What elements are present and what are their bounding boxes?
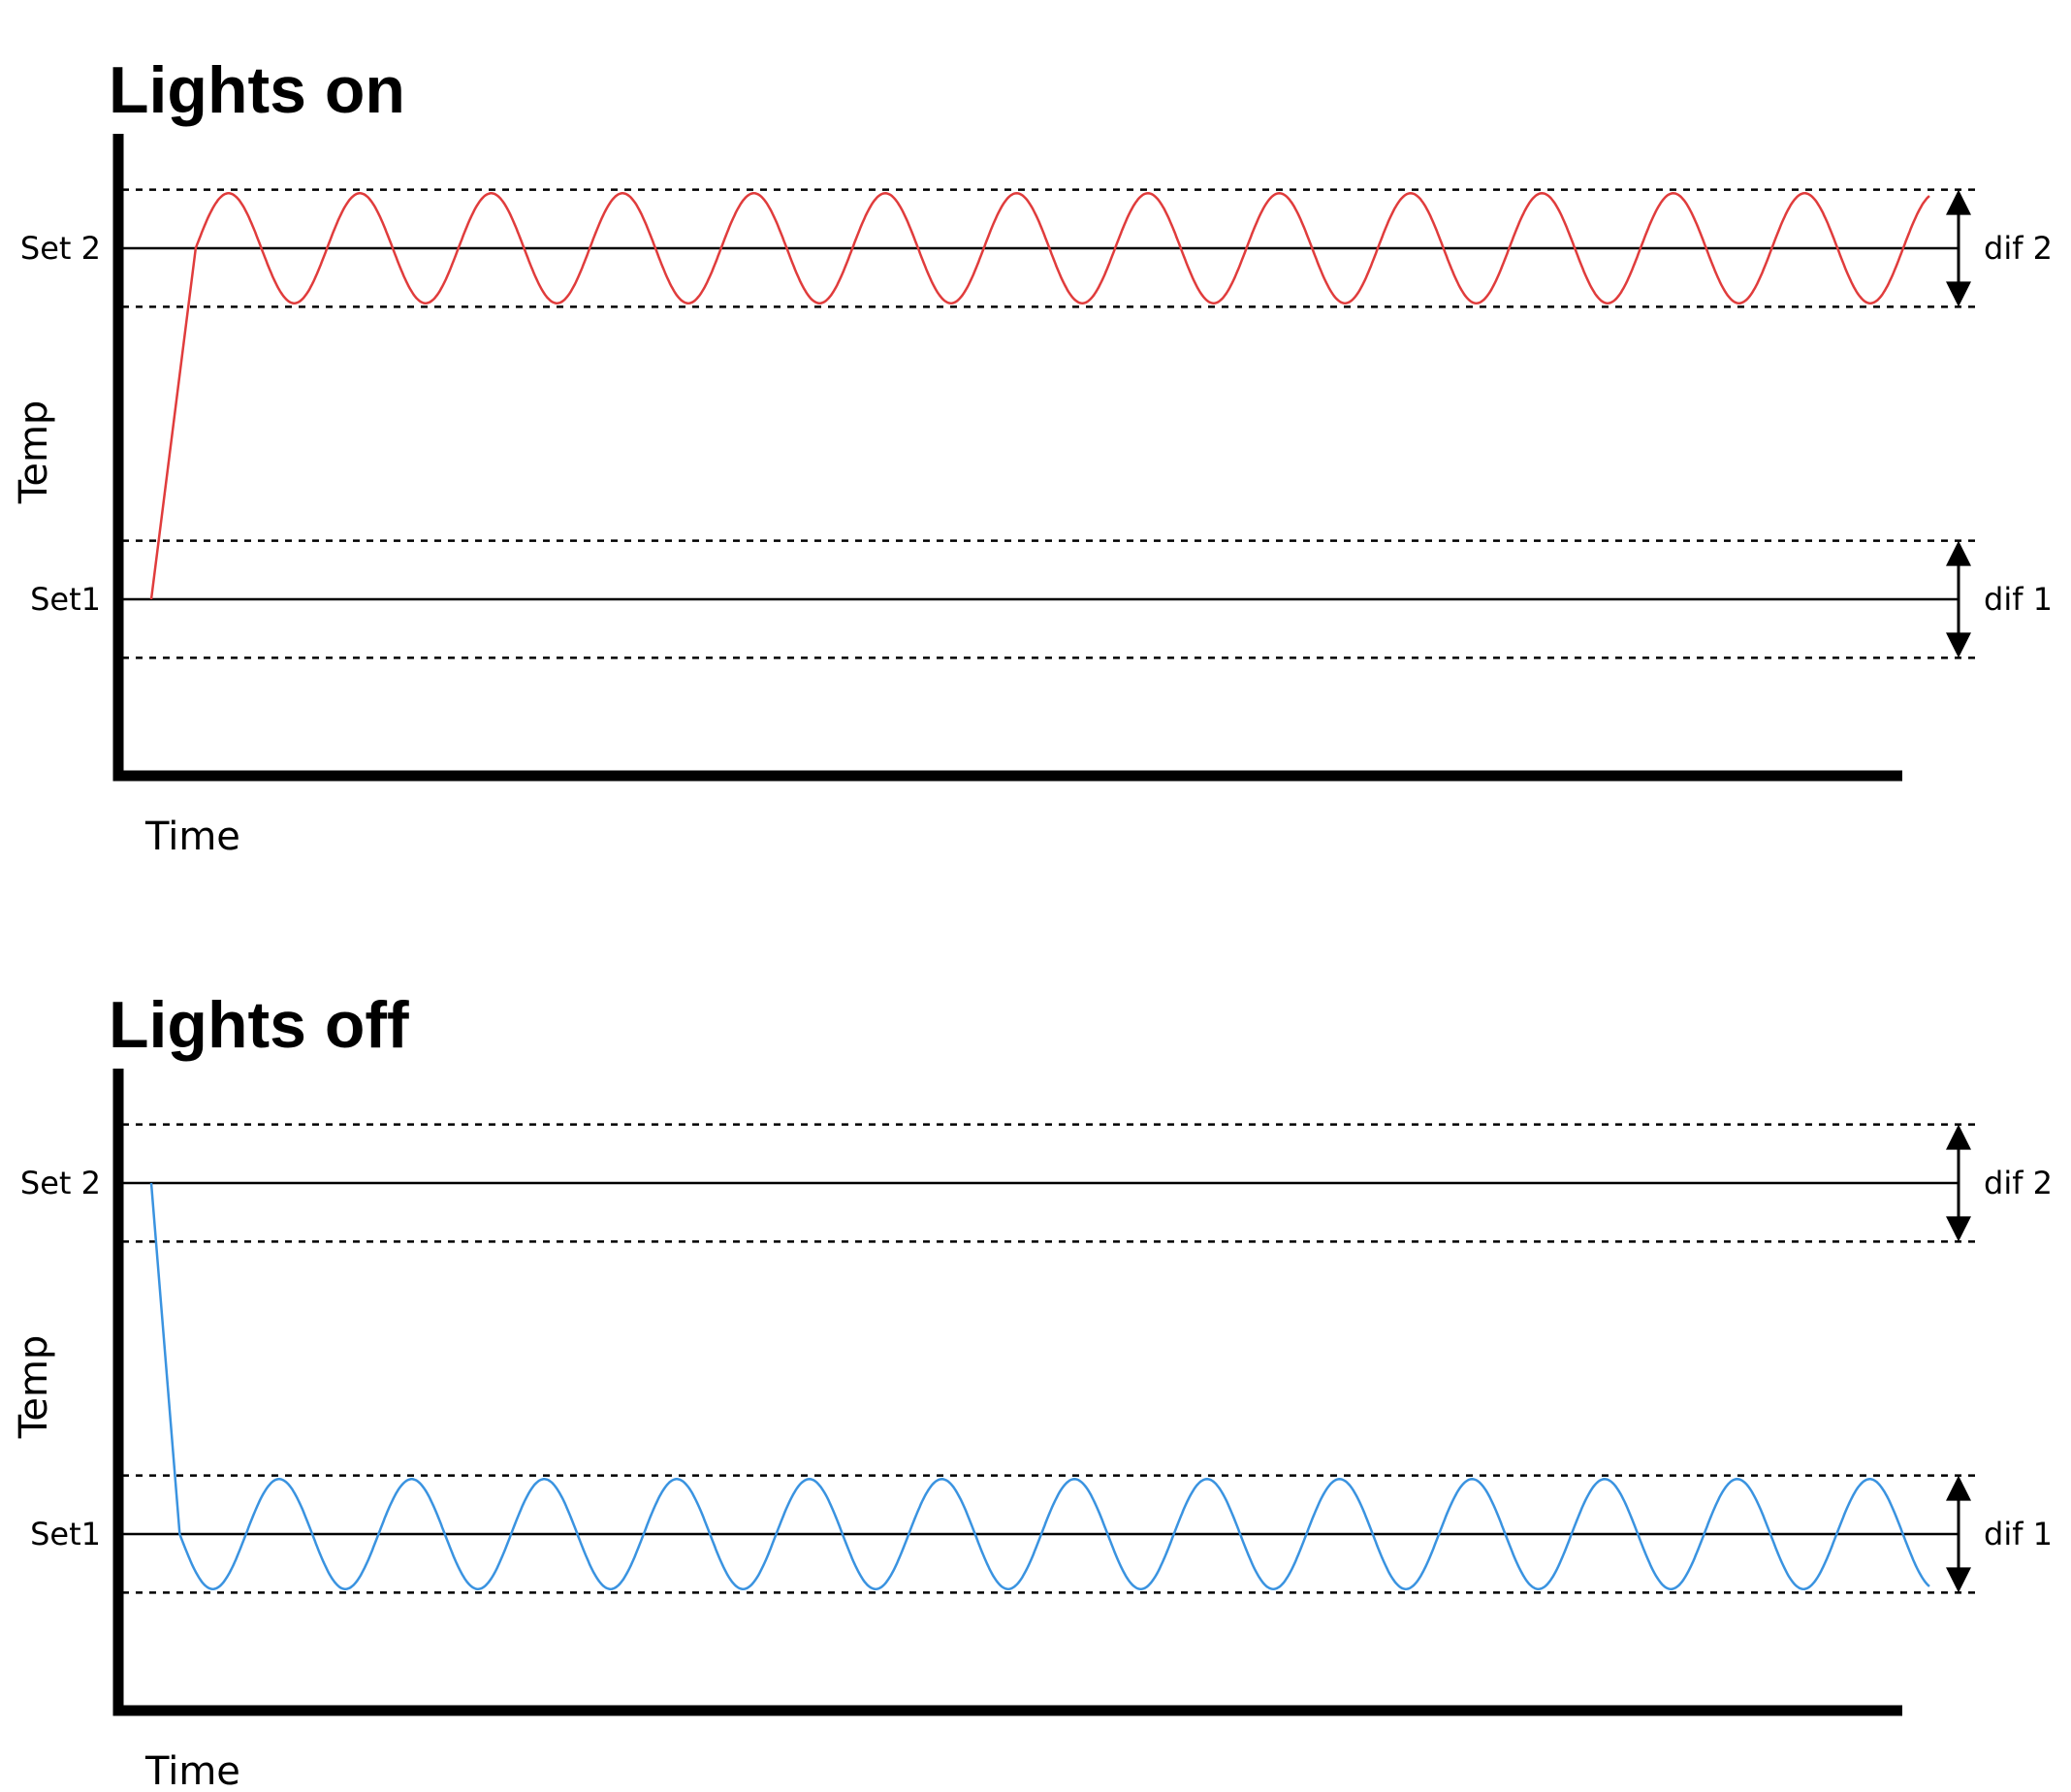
lights-on-temperature-curve — [149, 192, 1930, 600]
lights-off-title: Lights off — [109, 988, 409, 1062]
lights-off-temperature-curve — [149, 1182, 1930, 1590]
lights-on-set1-dif-label: dif 1 — [1984, 581, 2053, 618]
lights-on-x-axis-label: Time — [144, 815, 240, 859]
lights-off-set2-arrow-head-up — [1946, 1124, 1971, 1150]
lights-on-axes — [112, 134, 1902, 782]
lights-off-axes — [112, 1069, 1902, 1716]
lights-on-y-axis-label: Temp — [12, 400, 56, 505]
lights-on-set2-label: Set 2 — [20, 230, 101, 267]
lights-on-set2-arrow-head-down — [1946, 281, 1971, 307]
lights-off-set1-arrow-head-up — [1946, 1475, 1971, 1501]
lights-on-title: Lights on — [109, 53, 405, 127]
lights-on-set2-dif-label: dif 2 — [1984, 230, 2053, 267]
lights-off-set2-arrow-head-down — [1946, 1216, 1971, 1242]
lights-off-panel: Lights off Time Temp Set 2 dif 2 Set1 dif 1 — [12, 988, 2053, 1792]
lights-off-set1-arrow-head-down — [1946, 1567, 1971, 1593]
lights-on-set1-label: Set1 — [30, 581, 101, 618]
lights-off-set1-dif-label: dif 1 — [1984, 1516, 2053, 1552]
lights-on-set2-arrow-head-up — [1946, 189, 1971, 215]
lights-off-levels: Set 2 dif 2 Set1 dif 1 — [20, 1123, 2053, 1594]
lights-off-set2-label: Set 2 — [20, 1165, 101, 1201]
lights-on-panel: Lights on Time Temp Set 2 dif 2 Set1 dif 1 — [12, 53, 2053, 859]
lights-on-set1-arrow-head-down — [1946, 632, 1971, 658]
lights-on-levels: Set 2 dif 2 Set1 dif 1 — [20, 188, 2053, 659]
lights-off-set1-label: Set1 — [30, 1516, 101, 1552]
lights-off-y-axis-label: Temp — [12, 1335, 56, 1440]
lights-on-set1-arrow-head-up — [1946, 540, 1971, 566]
lights-off-x-axis-label: Time — [144, 1749, 240, 1792]
lights-off-set2-dif-label: dif 2 — [1984, 1165, 2053, 1201]
